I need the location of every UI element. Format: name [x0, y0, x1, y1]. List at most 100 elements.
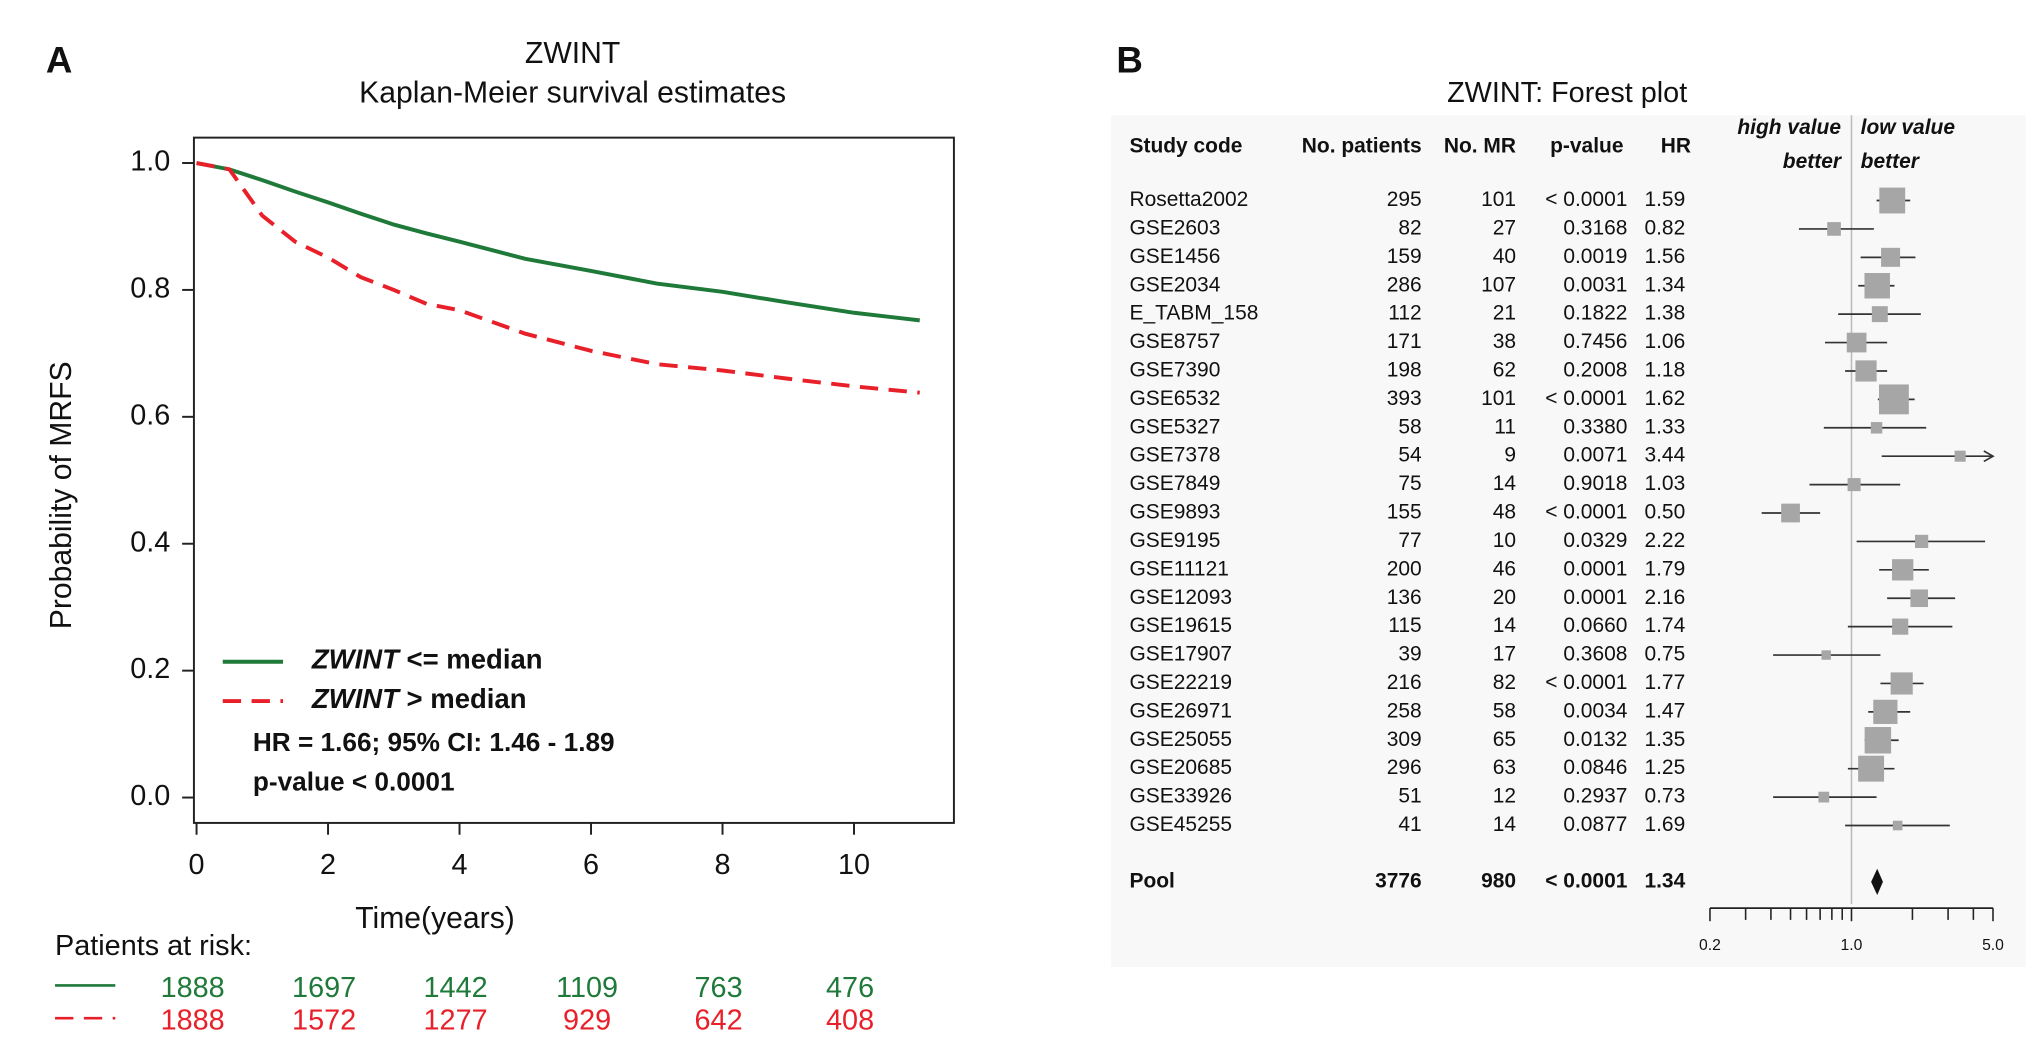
- hr-label: 2.16: [1644, 586, 1685, 609]
- y-tick-label: 0.0: [130, 780, 170, 812]
- study-code: GSE22219: [1129, 671, 1232, 694]
- hr-label: 1.77: [1644, 671, 1685, 694]
- patients: 82: [1398, 216, 1421, 239]
- hr-box: [1892, 618, 1909, 635]
- study-code: GSE7390: [1129, 359, 1220, 382]
- hr-box: [1878, 384, 1909, 415]
- p-value: 0.0329: [1563, 529, 1627, 552]
- study-code: GSE19615: [1129, 614, 1232, 637]
- risk-count: 476: [826, 972, 874, 1004]
- p-value: 0.9018: [1563, 472, 1627, 495]
- p-value: 0.0001: [1563, 586, 1627, 609]
- y-tick-label: 0.2: [130, 653, 170, 685]
- hr-label: 1.47: [1644, 699, 1685, 722]
- patients: 286: [1387, 273, 1422, 296]
- x-tick-label: 0.2: [1699, 937, 1721, 954]
- patients: 136: [1387, 586, 1422, 609]
- hr-box: [1879, 187, 1906, 214]
- events: 14: [1493, 614, 1517, 637]
- risk-count: 1697: [292, 972, 356, 1004]
- events: 48: [1493, 501, 1516, 524]
- pool-patients: 3776: [1375, 869, 1422, 892]
- hr-label: 1.18: [1644, 359, 1685, 382]
- patients: 51: [1398, 785, 1421, 808]
- hr-box: [1914, 534, 1929, 549]
- risk-count: 1888: [161, 1005, 225, 1037]
- patients: 58: [1398, 415, 1421, 438]
- hr-box: [1818, 791, 1830, 803]
- hr-label: 1.25: [1644, 756, 1685, 779]
- risk-table-title: Patients at risk:: [55, 930, 252, 962]
- p-value: 0.0034: [1563, 699, 1627, 722]
- pool-label: Pool: [1129, 869, 1174, 892]
- chart-subtitle: Kaplan-Meier survival estimates: [359, 76, 786, 109]
- column-header: p-value: [1550, 134, 1623, 157]
- events: 46: [1493, 557, 1516, 580]
- panel-label: B: [1116, 40, 1142, 81]
- hr-label: 1.03: [1644, 472, 1685, 495]
- direction-note: low value: [1861, 116, 1956, 139]
- events: 14: [1493, 472, 1517, 495]
- events: 9: [1504, 444, 1516, 467]
- patients: 159: [1387, 245, 1422, 268]
- x-tick-label: 4: [452, 849, 468, 881]
- pool-diamond: [1871, 868, 1883, 895]
- hr-label: 1.74: [1644, 614, 1685, 637]
- x-tick-label: 1.0: [1841, 937, 1863, 954]
- events: 14: [1493, 813, 1517, 836]
- patients: 216: [1387, 671, 1422, 694]
- x-tick-label: 8: [715, 849, 731, 881]
- patients: 112: [1388, 302, 1421, 325]
- column-header: HR: [1661, 134, 1691, 157]
- patients: 198: [1387, 359, 1422, 382]
- hr-box: [1858, 755, 1885, 782]
- events: 101: [1481, 387, 1516, 410]
- events: 63: [1493, 756, 1516, 779]
- hr-label: 2.22: [1644, 529, 1685, 552]
- hr-label: 0.75: [1644, 643, 1685, 666]
- patients: 200: [1387, 557, 1422, 580]
- events: 21: [1493, 302, 1516, 325]
- study-code: GSE9893: [1129, 501, 1220, 524]
- p-value: < 0.0001: [1545, 387, 1627, 410]
- patients: 309: [1387, 728, 1422, 751]
- events: 17: [1493, 643, 1516, 666]
- p-value: < 0.0001: [1545, 671, 1627, 694]
- patients: 77: [1398, 529, 1421, 552]
- risk-count: 642: [695, 1005, 743, 1037]
- p-value: 0.0132: [1563, 728, 1627, 751]
- events: 65: [1493, 728, 1516, 751]
- patients: 41: [1398, 813, 1421, 836]
- events: 11: [1494, 415, 1516, 438]
- events: 20: [1493, 586, 1516, 609]
- hr-box: [1781, 503, 1800, 523]
- hr-box: [1910, 589, 1928, 608]
- study-code: GSE2603: [1129, 216, 1220, 239]
- p-value: 0.0846: [1563, 756, 1627, 779]
- p-value: 0.3608: [1563, 643, 1627, 666]
- y-tick-label: 1.0: [130, 146, 170, 178]
- hr-label: 0.73: [1644, 785, 1685, 808]
- legend-label: ZWINT <= median: [311, 644, 543, 675]
- patients: 296: [1387, 756, 1422, 779]
- hr-box: [1864, 727, 1892, 754]
- patients: 295: [1387, 188, 1422, 211]
- p-value: 0.2008: [1563, 359, 1627, 382]
- patients: 155: [1387, 501, 1422, 524]
- risk-count: 1109: [556, 972, 618, 1004]
- direction-note: high value: [1737, 116, 1841, 139]
- study-code: GSE11121: [1129, 557, 1228, 580]
- events: 58: [1493, 699, 1516, 722]
- p-value: 0.0031: [1563, 273, 1627, 296]
- hr-box: [1892, 820, 1903, 831]
- risk-count: 1277: [424, 1005, 488, 1037]
- annotation: HR = 1.66; 95% CI: 1.46 - 1.89: [253, 727, 615, 757]
- study-code: GSE6532: [1129, 387, 1220, 410]
- study-code: GSE26971: [1129, 699, 1232, 722]
- hr-label: 1.38: [1644, 302, 1685, 325]
- study-code: E_TABM_158: [1129, 302, 1258, 325]
- x-tick-label: 0: [189, 849, 205, 881]
- hr-box: [1864, 273, 1890, 299]
- pool-p-value: < 0.0001: [1545, 869, 1627, 892]
- annotation: p-value < 0.0001: [253, 767, 455, 797]
